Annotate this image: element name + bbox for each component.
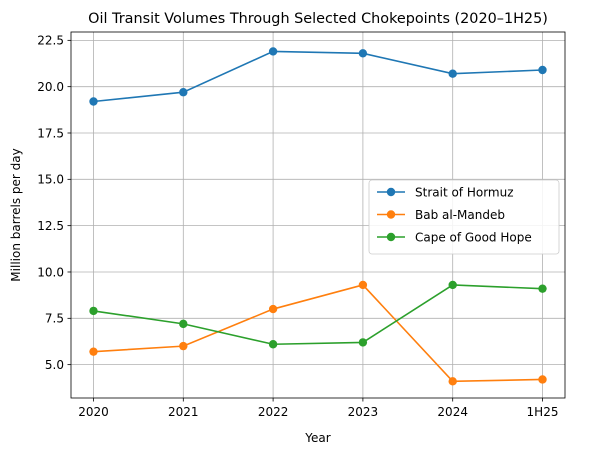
legend-marker (386, 187, 396, 197)
series-line (93, 284, 543, 346)
legend-box (368, 179, 560, 255)
data-point (448, 377, 457, 386)
x-tick-label: 1H25 (527, 405, 559, 419)
legend-item: Strait of Hormuz (377, 185, 514, 199)
legend-marker (386, 232, 396, 242)
data-point (358, 338, 368, 347)
data-point (179, 341, 188, 351)
data-point (89, 306, 98, 316)
y-tick-label: 20.0 (37, 80, 64, 94)
legend-label: Cape of Good Hope (415, 230, 532, 244)
series-cape-of-good-hope (89, 280, 547, 349)
y-tick-label: 10.0 (37, 265, 64, 279)
y-tick-label: 5.0 (45, 358, 64, 372)
series-line (93, 50, 543, 103)
data-point (268, 340, 278, 349)
x-tick-label: 2021 (168, 405, 199, 419)
legend: Strait of Hormuz Bab al-Mandeb Cape of Goo… (368, 179, 560, 255)
y-axis: 5.0 7.5 10.0 12.5 15.0 17.5 20.0 22.5 (37, 34, 71, 372)
data-point (179, 319, 188, 329)
data-point (89, 347, 98, 356)
x-axis: 2020 2021 2022 2023 2024 1H25 (78, 398, 558, 419)
data-point (538, 284, 547, 293)
y-tick-label: 22.5 (37, 34, 64, 48)
series-strait-of-hormuz (89, 47, 547, 106)
legend-label: Strait of Hormuz (415, 185, 514, 199)
series-line (93, 284, 543, 383)
data-point (268, 304, 278, 314)
plot-frame (70, 31, 566, 399)
series-bab-al-mandeb (89, 280, 547, 386)
x-tick-label: 2022 (258, 405, 289, 419)
chart-title: Oil Transit Volumes Through Selected Cho… (88, 11, 548, 27)
legend-label: Bab al-Mandeb (415, 208, 505, 222)
legend-item: Bab al-Mandeb (377, 208, 505, 222)
x-axis-label: Year (304, 431, 330, 445)
x-tick-label: 2020 (78, 405, 109, 419)
y-tick-label: 12.5 (37, 219, 64, 233)
legend-marker (386, 210, 396, 219)
x-tick-label: 2024 (437, 405, 468, 419)
x-tick-label: 2023 (348, 405, 379, 419)
data-point (448, 69, 457, 78)
data-point (448, 280, 457, 290)
data-point (179, 88, 188, 97)
y-tick-label: 17.5 (37, 126, 64, 140)
data-point (538, 375, 547, 384)
data-point (358, 49, 368, 58)
data-point (268, 47, 278, 56)
series-layer (89, 47, 547, 386)
data-point (358, 280, 368, 290)
data-point (538, 65, 547, 75)
y-axis-label: Million barrels per day (9, 148, 23, 281)
data-point (89, 97, 98, 106)
y-tick-label: 15.0 (37, 173, 64, 187)
legend-item: Cape of Good Hope (377, 230, 532, 244)
y-tick-label: 7.5 (45, 312, 64, 326)
